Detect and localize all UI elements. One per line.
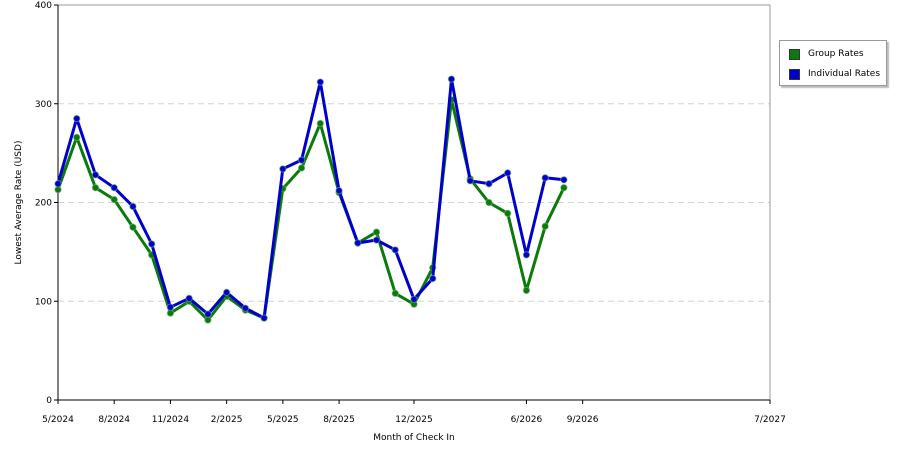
- data-point-individual-rates: [222, 288, 231, 297]
- data-point-individual-rates: [429, 274, 437, 283]
- data-point-group-rates: [372, 228, 381, 236]
- series-line-individual-rates: [56, 77, 565, 320]
- data-point-individual-rates: [447, 75, 456, 83]
- data-point-group-rates: [391, 289, 399, 298]
- data-point-group-rates: [541, 222, 549, 230]
- data-point-individual-rates: [410, 295, 418, 303]
- data-point-group-rates: [503, 209, 512, 218]
- data-point-individual-rates: [279, 165, 287, 173]
- data-point-group-rates: [560, 183, 568, 192]
- data-point-group-rates: [297, 164, 306, 172]
- data-point-individual-rates: [503, 169, 512, 177]
- data-point-individual-rates: [260, 314, 268, 322]
- data-point-individual-rates: [485, 180, 493, 188]
- tick-labels: 0 100 200 300 400 5/2024 8/2024 11/2024 2/2025 5/…: [35, 1, 786, 425]
- x-tick-label: 8/2024: [98, 415, 130, 425]
- data-point-individual-rates: [372, 236, 381, 244]
- x-axis-title: Month of Check In: [373, 433, 455, 443]
- data-point-individual-rates: [54, 180, 62, 188]
- data-point-individual-rates: [204, 310, 212, 318]
- data-point-individual-rates: [391, 246, 399, 254]
- data-point-individual-rates: [560, 176, 568, 184]
- data-point-group-rates: [316, 119, 325, 128]
- data-point-individual-rates: [335, 186, 343, 195]
- legend-label-individual-rates: Individual Rates: [808, 69, 881, 79]
- data-point-group-rates: [110, 195, 118, 204]
- legend-swatch-group-rates: [789, 48, 800, 60]
- x-tick-label: 8/2025: [323, 415, 355, 425]
- y-tick-label: 400: [35, 1, 52, 11]
- legend: Group Rates Individual Rates: [779, 40, 887, 86]
- grid-lines: [58, 103, 770, 302]
- y-tick-label: 100: [35, 297, 52, 307]
- data-point-group-rates: [73, 133, 81, 142]
- legend-item-individual-rates: Individual Rates: [789, 68, 880, 80]
- series-lines: [54, 75, 568, 324]
- data-point-individual-rates: [73, 114, 81, 123]
- y-axis-title: Lowest Average Rate (USD): [14, 141, 24, 265]
- y-tick-label: 0: [46, 396, 52, 406]
- x-tick-label: 2/2025: [211, 415, 243, 425]
- x-tick-label: 6/2026: [511, 415, 543, 425]
- y-tick-label: 300: [35, 100, 52, 110]
- x-tick-label: 5/2024: [42, 415, 74, 425]
- data-point-individual-rates: [110, 183, 118, 192]
- data-point-group-rates: [91, 183, 100, 192]
- data-point-individual-rates: [297, 156, 306, 164]
- data-point-individual-rates: [466, 177, 474, 185]
- data-point-individual-rates: [316, 78, 325, 86]
- y-tick-label: 200: [35, 199, 52, 209]
- data-point-group-rates: [485, 198, 493, 207]
- x-tick-label: 12/2025: [395, 415, 432, 425]
- data-point-individual-rates: [129, 202, 137, 211]
- legend-item-group-rates: Group Rates: [789, 48, 864, 60]
- data-point-individual-rates: [91, 171, 100, 179]
- data-point-individual-rates: [147, 240, 156, 248]
- series-line-group-rates: [56, 98, 566, 322]
- legend-swatch-individual-rates: [789, 68, 800, 80]
- data-point-individual-rates: [185, 294, 193, 302]
- legend-label-group-rates: Group Rates: [808, 49, 864, 59]
- x-tick-label: 11/2024: [152, 415, 190, 425]
- data-point-group-rates: [129, 223, 137, 231]
- data-point-group-rates: [522, 286, 531, 295]
- data-point-individual-rates: [166, 303, 175, 311]
- x-tick-label: 5/2025: [267, 415, 299, 425]
- data-point-individual-rates: [541, 174, 549, 182]
- data-point-individual-rates: [522, 251, 531, 259]
- data-point-individual-rates: [354, 239, 362, 247]
- x-tick-label: 7/2027: [754, 415, 786, 425]
- data-point-individual-rates: [241, 304, 250, 312]
- x-tick-label: 9/2026: [567, 415, 599, 425]
- axes: [54, 4, 771, 404]
